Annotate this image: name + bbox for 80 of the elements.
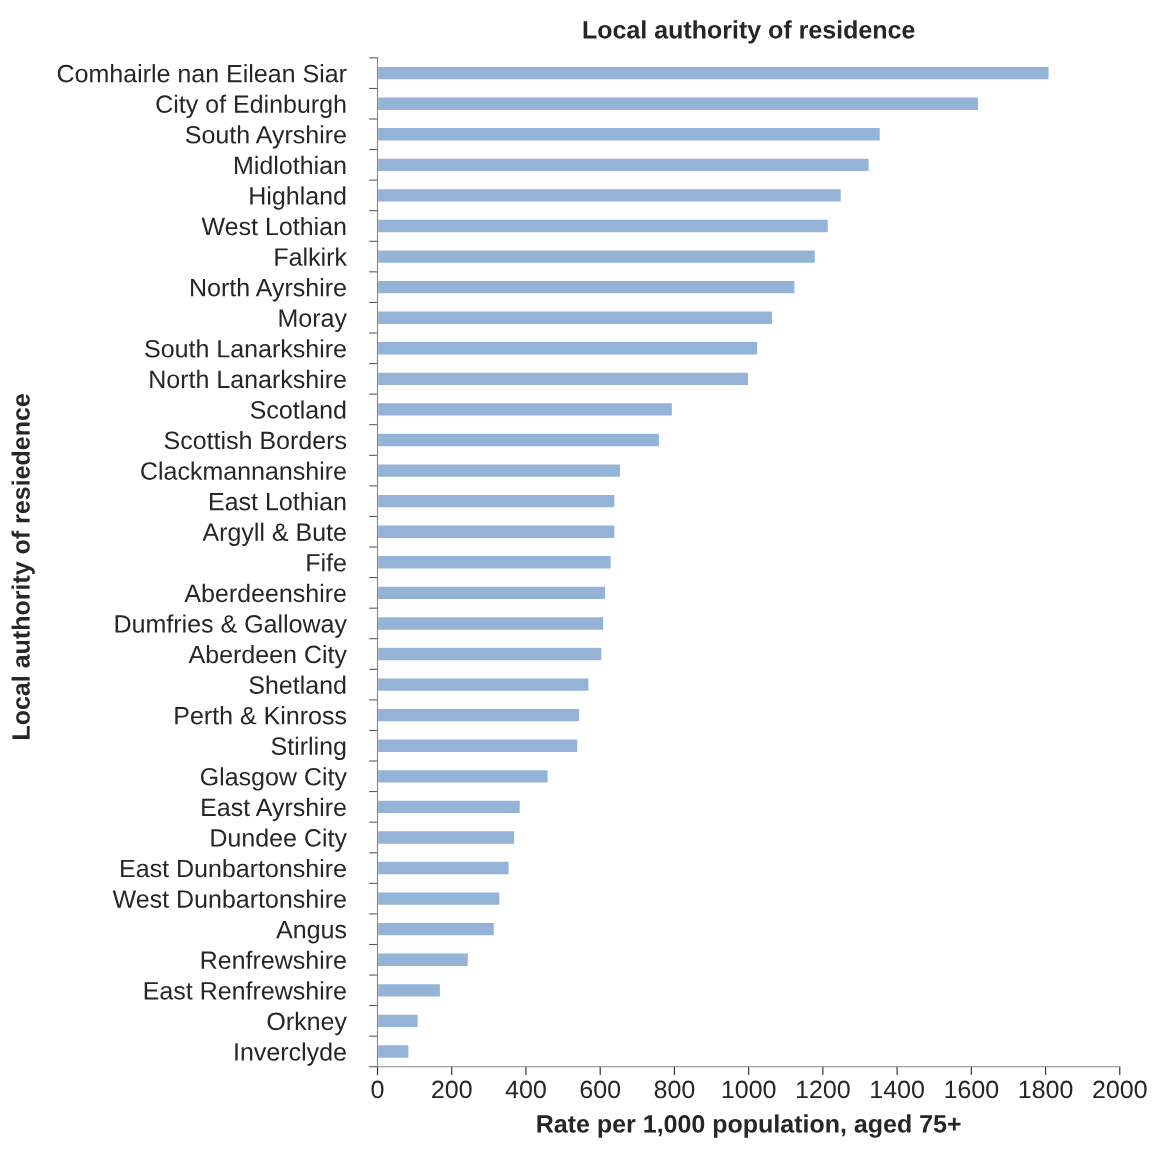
y-tick-label: Dundee City: [211, 828, 347, 852]
y-tick-label: Moray: [279, 309, 347, 332]
y-tick-label: Scotland: [250, 400, 346, 419]
bar: [377, 891, 501, 907]
x-tick-label: 1600: [945, 1080, 999, 1099]
y-tick-label: East Ayrshire: [202, 797, 346, 822]
bar: [377, 218, 830, 234]
y-tick-label: East Lothian: [210, 492, 346, 511]
y-tick-label: North Lanarkshire: [150, 369, 346, 389]
bar: [377, 585, 607, 601]
y-tick-label: Scottish Borders: [164, 430, 347, 450]
y-tick-label: East Dunbartonshire: [121, 858, 346, 878]
y-tick-label: Orkney: [267, 1011, 347, 1036]
bar: [377, 187, 843, 204]
bar: [377, 463, 622, 479]
y-tick-label: City of Edinburgh: [156, 94, 346, 118]
y-tick-label: Glasgow City: [200, 767, 347, 791]
y-tick-label: Stirling: [271, 736, 346, 760]
bar: [377, 65, 1050, 81]
bar: [377, 248, 817, 265]
bar: [377, 279, 796, 295]
y-tick-label: Clackmannanshire: [141, 461, 346, 480]
bar: [377, 554, 613, 570]
y-tick-label: Dumfries & Galloway: [115, 614, 347, 638]
bar: [377, 96, 980, 112]
bar: [377, 707, 581, 723]
x-tick-label: 1200: [796, 1080, 850, 1099]
bar: [377, 157, 870, 173]
y-tick-label: Aberdeen City: [188, 644, 347, 669]
y-tick-label: Aberdeenshire: [184, 583, 346, 603]
x-tick-label: 1400: [871, 1080, 924, 1099]
bar: [377, 860, 510, 876]
x-tick-label: 600: [580, 1080, 621, 1099]
bar: [377, 921, 496, 937]
x-axis-title: Rate per 1,000 population, aged 75+: [537, 1114, 961, 1138]
bar: [377, 401, 674, 418]
y-tick-label: Angus: [276, 921, 347, 944]
bar: [377, 126, 882, 142]
bar: [377, 738, 579, 754]
y-tick-label: East Renfrewshire: [144, 981, 346, 1000]
bar: [377, 493, 616, 509]
bar: [377, 829, 516, 846]
y-tick-label: Fife: [307, 553, 346, 572]
y-tick-label: Midlothian: [235, 155, 346, 175]
y-tick-label: South Lanarkshire: [145, 339, 346, 358]
y-tick-label: West Lothian: [201, 216, 346, 236]
bar: [377, 768, 549, 784]
x-tick-label: 0: [371, 1080, 384, 1099]
bar: [377, 432, 661, 448]
bar: [377, 677, 590, 693]
bar: [377, 1013, 420, 1029]
bar: [377, 310, 774, 326]
y-tick-label: Highland: [250, 186, 346, 210]
y-tick-label: Renfrewshire: [201, 950, 346, 970]
y-tick-label: Shetland: [249, 675, 346, 694]
y-tick-label: West Dunbartonshire: [112, 889, 346, 908]
bar: [377, 371, 750, 387]
y-tick-label: North Ayrshire: [191, 278, 346, 302]
bar: [377, 524, 616, 540]
x-tick-label: 2000: [1093, 1080, 1147, 1099]
bar: [377, 615, 605, 632]
bar: [377, 952, 470, 968]
x-tick-label: 1000: [722, 1080, 776, 1099]
y-tick-label: Inverclyde: [235, 1042, 346, 1066]
x-tick-label: 200: [432, 1080, 472, 1099]
y-tick-label: Comhairle nan Eilean Siar: [57, 64, 347, 83]
y-tick-label: Perth & Kinross: [175, 706, 347, 725]
bar: [377, 982, 442, 998]
y-axis-title: Local authority of resiedence: [11, 394, 35, 739]
y-tick-label: Falkirk: [275, 247, 347, 266]
y-tick-label: South Ayrshire: [185, 125, 346, 149]
x-tick-label: 800: [654, 1080, 695, 1099]
bar: [377, 646, 603, 662]
x-tick-label: 400: [505, 1080, 546, 1099]
y-tick-label: Argyll & Bute: [202, 522, 346, 546]
chart-title: Local authority of residence: [583, 20, 915, 44]
bar: [377, 1043, 410, 1060]
bar: [377, 799, 522, 815]
x-tick-label: 1800: [1019, 1080, 1073, 1099]
bar: [377, 340, 759, 356]
